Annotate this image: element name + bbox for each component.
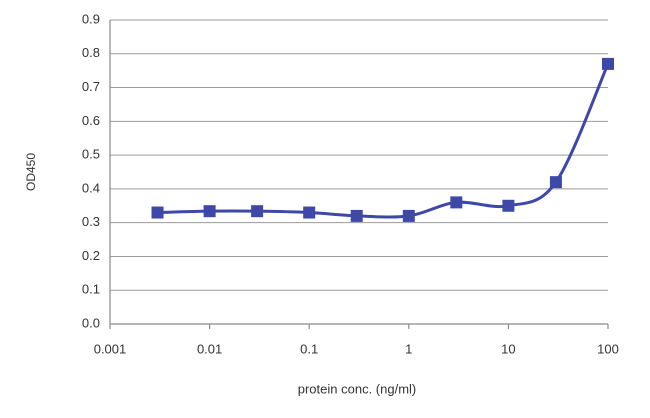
- data-point: [303, 206, 316, 219]
- data-point: [549, 176, 562, 189]
- y-tick-label: 0.8: [82, 45, 100, 60]
- data-point: [450, 196, 463, 209]
- y-tick-label: 0.5: [82, 147, 100, 162]
- y-tick-label: 0.6: [82, 113, 100, 128]
- y-tick-label: 0.2: [82, 248, 100, 263]
- data-point: [151, 206, 164, 219]
- data-point: [251, 205, 264, 218]
- x-tick-label: 0.001: [94, 341, 127, 356]
- y-tick-label: 0.7: [82, 79, 100, 94]
- x-tick-label: 1: [405, 341, 412, 356]
- y-tick-label: 0.1: [82, 282, 100, 297]
- data-point: [602, 57, 614, 70]
- y-tick-label: 0.0: [82, 315, 100, 330]
- data-point: [203, 205, 216, 218]
- x-tick-label: 100: [597, 341, 619, 356]
- y-axis-title: OD450: [24, 153, 38, 191]
- x-tick-label: 0.01: [197, 341, 222, 356]
- data-point: [350, 209, 363, 222]
- x-tick-label: 10: [501, 341, 515, 356]
- y-tick-label: 0.9: [82, 11, 100, 26]
- y-tick-label: 0.4: [82, 180, 100, 195]
- y-tick-label: 0.3: [82, 214, 100, 229]
- x-axis-title: protein conc. (ng/ml): [298, 381, 417, 396]
- x-tick-label: 0.1: [300, 341, 318, 356]
- data-line: [157, 63, 610, 219]
- data-point: [402, 209, 415, 222]
- data-point: [502, 199, 515, 212]
